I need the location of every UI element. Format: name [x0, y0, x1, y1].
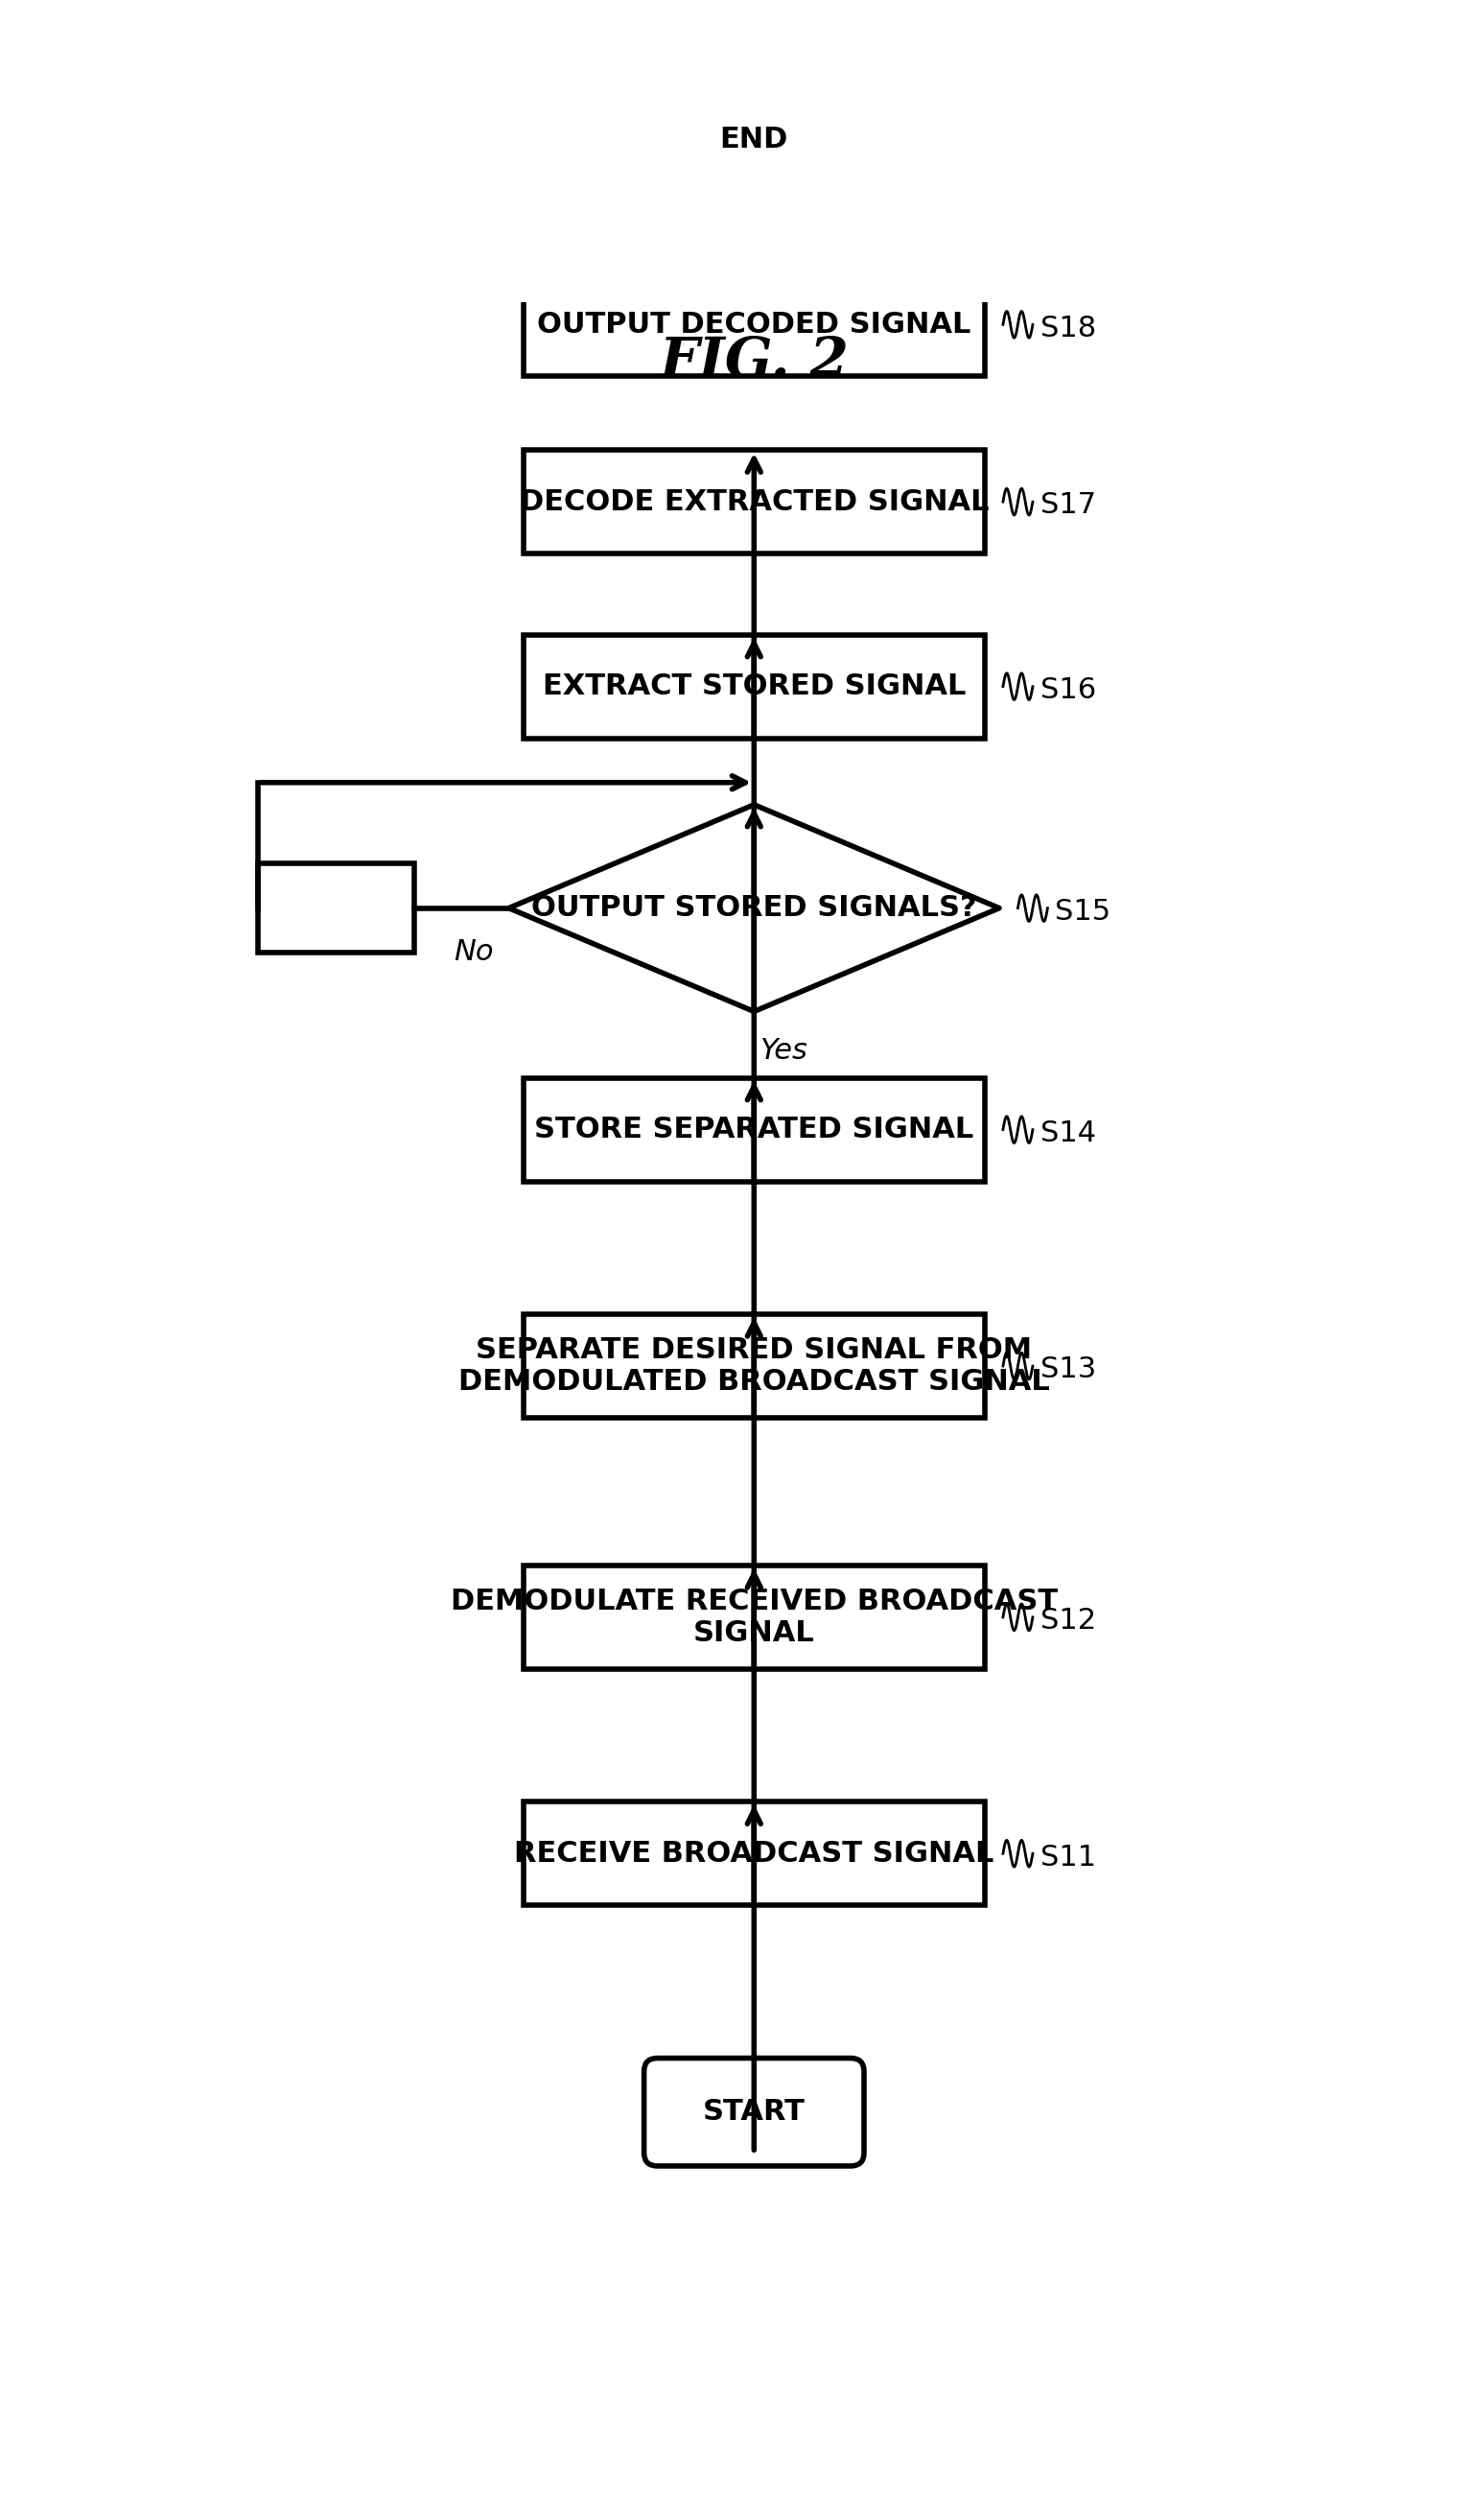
- Text: SEPARATE DESIRED SIGNAL FROM
DEMODULATED BROADCAST SIGNAL: SEPARATE DESIRED SIGNAL FROM DEMODULATED…: [458, 1336, 1050, 1396]
- Text: DEMODULATE RECEIVED BROADCAST
SIGNAL: DEMODULATE RECEIVED BROADCAST SIGNAL: [450, 1588, 1057, 1648]
- FancyBboxPatch shape: [645, 2059, 864, 2167]
- FancyBboxPatch shape: [524, 1565, 985, 1668]
- FancyBboxPatch shape: [524, 272, 985, 375]
- Text: RECEIVE BROADCAST SIGNAL: RECEIVE BROADCAST SIGNAL: [514, 1840, 994, 1867]
- Text: START: START: [702, 2099, 805, 2127]
- FancyBboxPatch shape: [524, 451, 985, 554]
- Text: S18: S18: [1041, 315, 1097, 343]
- Text: FIG. 2: FIG. 2: [659, 335, 849, 388]
- Text: Yes: Yes: [760, 1038, 808, 1066]
- Text: DECODE EXTRACTED SIGNAL: DECODE EXTRACTED SIGNAL: [520, 489, 989, 517]
- Text: S11: S11: [1041, 1842, 1095, 1872]
- Text: OUTPUT DECODED SIGNAL: OUTPUT DECODED SIGNAL: [537, 310, 972, 338]
- Polygon shape: [509, 804, 999, 1011]
- Text: S12: S12: [1041, 1608, 1095, 1635]
- FancyBboxPatch shape: [258, 864, 415, 953]
- FancyBboxPatch shape: [524, 1079, 985, 1182]
- Text: S14: S14: [1041, 1119, 1095, 1147]
- Text: STORE SEPARATED SIGNAL: STORE SEPARATED SIGNAL: [534, 1116, 974, 1144]
- Text: S15: S15: [1055, 897, 1111, 925]
- FancyBboxPatch shape: [645, 86, 864, 194]
- Text: S16: S16: [1041, 675, 1095, 703]
- Text: S17: S17: [1041, 491, 1095, 519]
- Text: S13: S13: [1041, 1356, 1097, 1383]
- Text: OUTPUT STORED SIGNALS?: OUTPUT STORED SIGNALS?: [531, 895, 977, 922]
- Text: END: END: [720, 126, 788, 154]
- Text: No: No: [455, 937, 495, 965]
- Text: EXTRACT STORED SIGNAL: EXTRACT STORED SIGNAL: [542, 673, 966, 701]
- FancyBboxPatch shape: [524, 635, 985, 738]
- FancyBboxPatch shape: [524, 1802, 985, 1905]
- FancyBboxPatch shape: [524, 1315, 985, 1419]
